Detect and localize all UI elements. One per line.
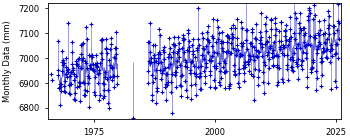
Y-axis label: Monthly Data (mm): Monthly Data (mm) bbox=[4, 20, 13, 102]
